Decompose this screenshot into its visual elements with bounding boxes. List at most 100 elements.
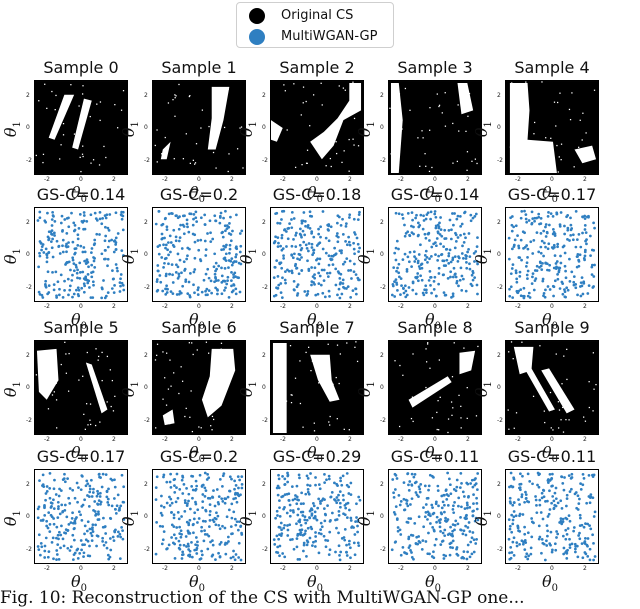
legend: Original CS MultiWGAN-GP <box>236 2 394 48</box>
x-tick-label: 2 <box>112 565 116 572</box>
generated-scatter-plot <box>505 469 599 564</box>
x-tick-label: 2 <box>348 303 352 310</box>
x-tick-label: 0 <box>315 565 319 572</box>
y-axis-label: θ1 <box>471 247 495 264</box>
y-axis-label: θ1 <box>471 120 495 137</box>
x-tick-label: 0 <box>315 436 319 443</box>
panel-title: GS-C=0.14 <box>36 185 126 204</box>
panel-title: Sample 6 <box>161 318 237 337</box>
y-tick-label: 0 <box>144 123 148 131</box>
y-tick-label: 0 <box>497 512 501 520</box>
y-tick-label: 0 <box>497 383 501 391</box>
y-tick-label: 0 <box>262 123 266 131</box>
x-tick-label: -2 <box>398 436 404 443</box>
x-axis-label: θ0 <box>71 183 88 206</box>
y-tick-label: 0 <box>26 383 30 391</box>
y-tick-label: 2 <box>144 481 148 488</box>
x-tick-label: 2 <box>466 303 470 310</box>
x-tick-label: 2 <box>348 565 352 572</box>
y-tick-label: -2 <box>380 284 386 291</box>
panel-title: Sample 7 <box>279 318 355 337</box>
y-axis-label: θ1 <box>354 120 378 137</box>
x-tick-label: 0 <box>197 176 201 183</box>
y-tick-label: -2 <box>262 417 268 424</box>
legend-marker-generated <box>249 29 265 45</box>
panel-title: GS-C=0.17 <box>36 447 126 466</box>
y-axis-label: θ1 <box>0 247 24 264</box>
x-tick-label: -2 <box>398 303 404 310</box>
x-tick-label: -2 <box>162 303 168 310</box>
y-tick-label: -2 <box>380 546 386 553</box>
x-tick-label: 0 <box>79 565 83 572</box>
y-tick-label: 0 <box>380 383 384 391</box>
x-axis-label: θ0 <box>542 310 559 333</box>
panel-title: GS-C=0.18 <box>272 185 362 204</box>
original-cs-plot <box>270 80 364 175</box>
y-tick-label: 2 <box>262 219 266 226</box>
x-axis-label: θ0 <box>71 310 88 333</box>
y-axis-label: θ1 <box>354 380 378 397</box>
generated-scatter-plot <box>152 207 246 302</box>
x-tick-label: -2 <box>515 565 521 572</box>
y-tick-label: 2 <box>380 481 384 488</box>
x-tick-label: -2 <box>162 176 168 183</box>
x-tick-label: -2 <box>280 565 286 572</box>
figure-caption: Fig. 10: Reconstruction of the CS with M… <box>0 588 525 608</box>
panel-title: GS-C=0.11 <box>390 447 480 466</box>
x-tick-label: -2 <box>44 303 50 310</box>
x-tick-label: 2 <box>583 303 587 310</box>
x-axis-label: θ0 <box>542 572 559 595</box>
x-tick-label: -2 <box>398 565 404 572</box>
x-axis-label: θ0 <box>425 183 442 206</box>
x-tick-label: 0 <box>433 303 437 310</box>
y-tick-label: 0 <box>144 512 148 520</box>
y-tick-label: 2 <box>497 219 501 226</box>
x-axis-label: θ0 <box>189 443 206 466</box>
y-tick-label: -2 <box>144 417 150 424</box>
x-tick-label: 2 <box>112 436 116 443</box>
x-tick-label: 0 <box>197 565 201 572</box>
panel-title: Sample 2 <box>279 58 355 77</box>
x-axis-label: θ0 <box>71 443 88 466</box>
x-tick-label: 0 <box>550 436 554 443</box>
y-axis-label: θ1 <box>354 509 378 526</box>
x-axis-label: θ0 <box>189 183 206 206</box>
y-axis-label: θ1 <box>236 380 260 397</box>
generated-scatter-plot <box>270 207 364 302</box>
x-tick-label: -2 <box>162 436 168 443</box>
original-cs-plot <box>388 80 482 175</box>
y-axis-label: θ1 <box>118 380 142 397</box>
y-tick-label: -2 <box>380 157 386 164</box>
x-tick-label: 0 <box>79 176 83 183</box>
y-tick-label: 2 <box>262 92 266 99</box>
y-tick-label: 2 <box>380 219 384 226</box>
y-tick-label: 0 <box>262 512 266 520</box>
x-tick-label: 2 <box>348 176 352 183</box>
original-cs-plot <box>505 340 599 435</box>
x-tick-label: 0 <box>433 436 437 443</box>
y-tick-label: 0 <box>380 123 384 131</box>
generated-scatter-plot <box>505 207 599 302</box>
original-cs-plot <box>152 340 246 435</box>
y-tick-label: 2 <box>497 481 501 488</box>
y-tick-label: -2 <box>144 157 150 164</box>
x-tick-label: 0 <box>197 303 201 310</box>
y-tick-label: 2 <box>262 352 266 359</box>
y-tick-label: -2 <box>144 546 150 553</box>
x-tick-label: -2 <box>280 303 286 310</box>
panel-title: GS-C=0.2 <box>159 447 239 466</box>
x-tick-label: -2 <box>280 176 286 183</box>
x-tick-label: 2 <box>230 303 234 310</box>
y-axis-label: θ1 <box>471 380 495 397</box>
x-tick-label: -2 <box>44 436 50 443</box>
x-axis-label: θ0 <box>189 572 206 595</box>
y-tick-label: 2 <box>26 352 30 359</box>
y-tick-label: 2 <box>497 352 501 359</box>
y-axis-label: θ1 <box>471 509 495 526</box>
x-tick-label: -2 <box>515 176 521 183</box>
y-tick-label: 2 <box>262 481 266 488</box>
generated-scatter-plot <box>152 469 246 564</box>
x-axis-label: θ0 <box>542 443 559 466</box>
panel-title: Sample 8 <box>397 318 473 337</box>
y-tick-label: -2 <box>262 157 268 164</box>
